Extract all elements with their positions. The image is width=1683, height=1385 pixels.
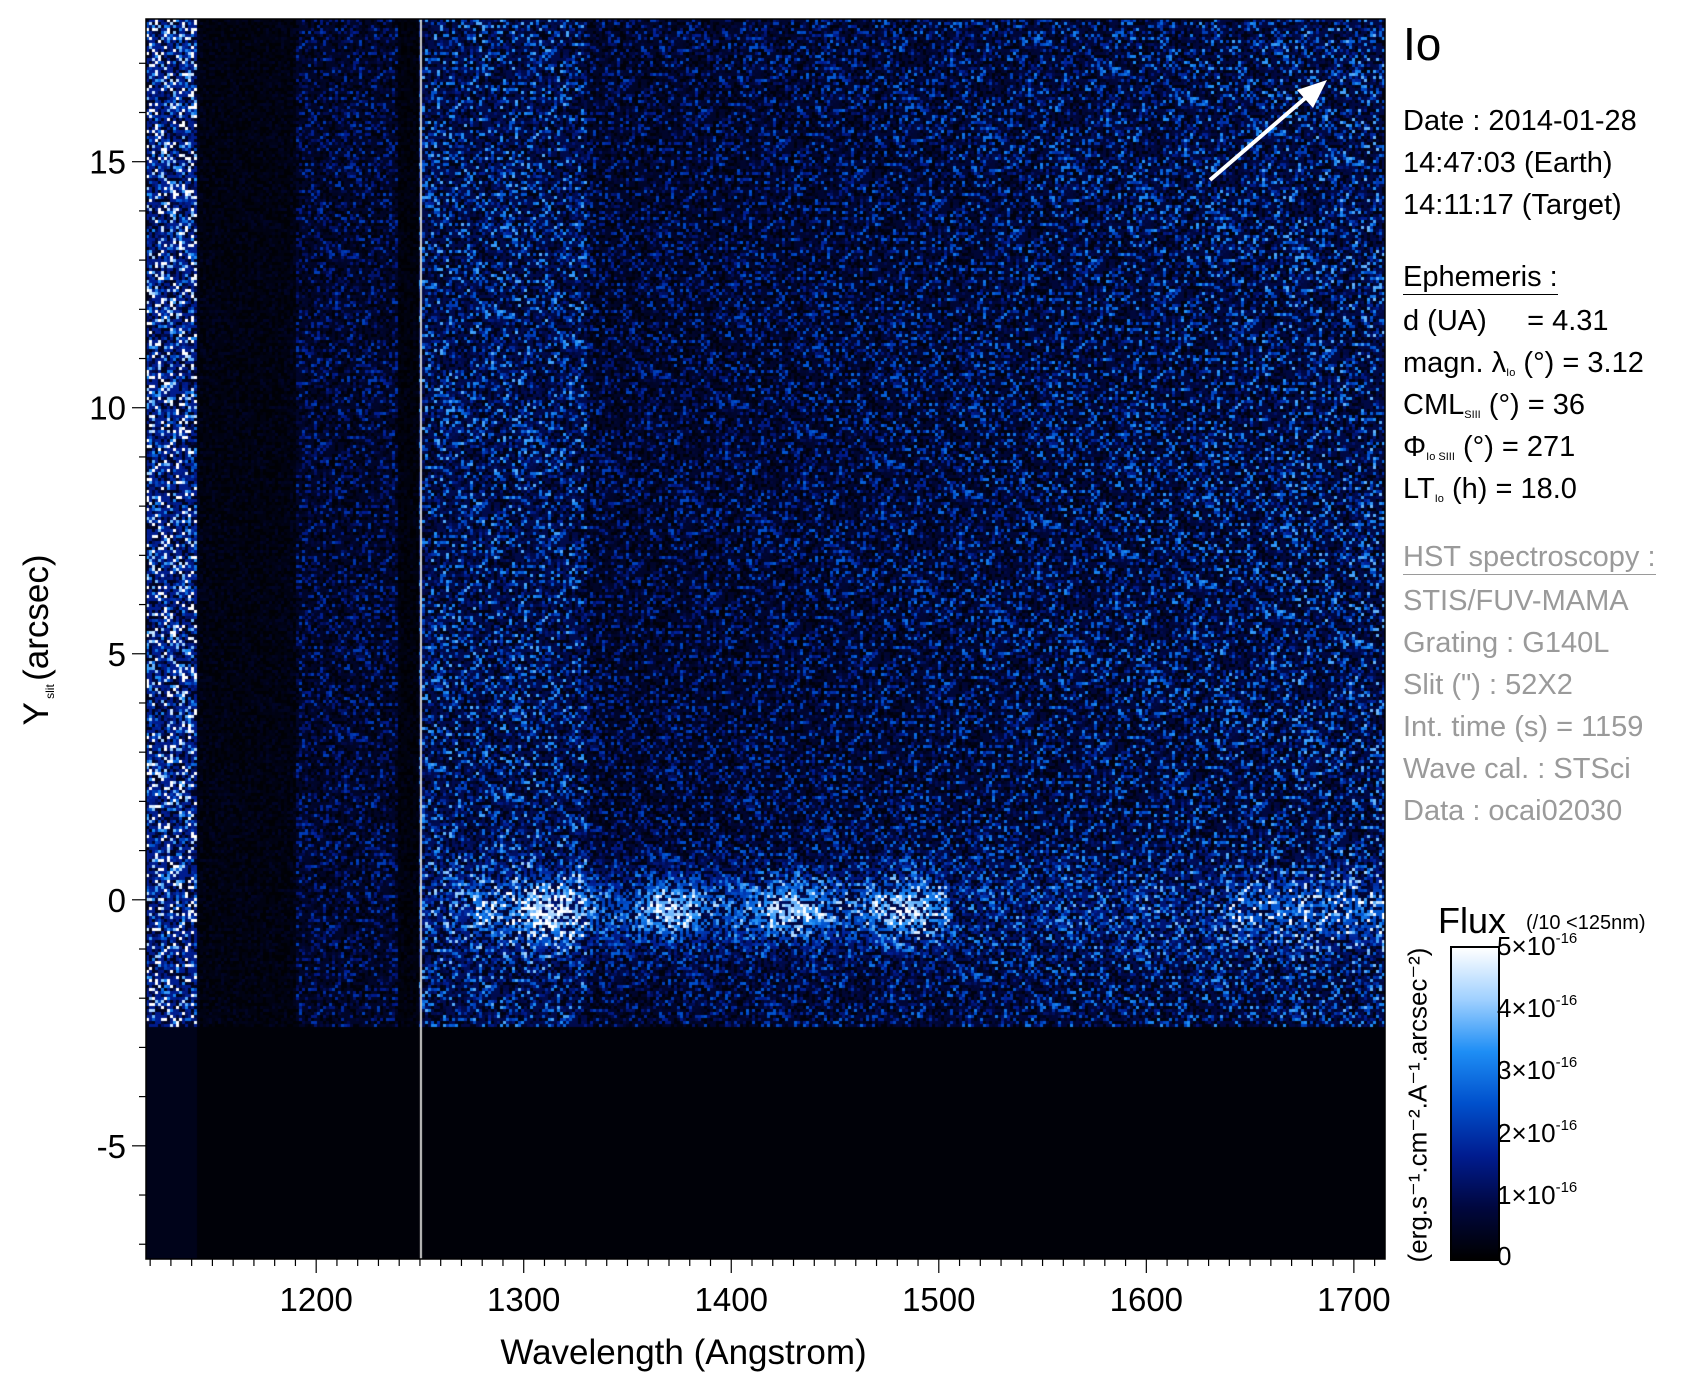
- y-tick-label: 0: [108, 882, 126, 919]
- colorbar-tick-label: 0: [1497, 1241, 1512, 1271]
- colorbar-unit: (erg.s⁻¹.cm⁻².A⁻¹.arcsec⁻²): [1402, 947, 1433, 1263]
- data-id: Data : ocai02030: [1403, 795, 1623, 827]
- ephemeris-magn-lat: magn. λIo (°) = 3.12: [1403, 347, 1644, 379]
- y-tick-label: -5: [97, 1128, 126, 1165]
- colorbar-tick-label: 2×10-16: [1497, 1116, 1578, 1148]
- x-tick-label: 1200: [279, 1281, 352, 1318]
- obs-date: Date : 2014-01-28: [1403, 105, 1637, 137]
- ephemeris-title: Ephemeris :: [1403, 261, 1558, 295]
- x-tick-label: 1300: [487, 1281, 560, 1318]
- hst-title: HST spectroscopy :: [1403, 541, 1656, 575]
- direction-arrow-icon: [1208, 92, 1312, 182]
- instrument: STIS/FUV-MAMA: [1403, 585, 1629, 617]
- arrow-head-icon: [1297, 80, 1327, 108]
- grating: Grating : G140L: [1403, 627, 1610, 659]
- ephemeris-local-time: LTIo (h) = 18.0: [1403, 473, 1577, 505]
- colorbar-title: Flux: [1438, 900, 1507, 941]
- ephemeris-phase: ΦIo SIII (°) = 271: [1403, 431, 1576, 463]
- spectrum-image: [146, 19, 1385, 1259]
- target-time: 14:11:17 (Target): [1403, 189, 1622, 221]
- x-tick-label: 1500: [902, 1281, 975, 1318]
- target-title: Io: [1403, 18, 1442, 70]
- ephemeris-distance: d (UA) = 4.31: [1403, 305, 1609, 337]
- integration-time: Int. time (s) = 1159: [1403, 711, 1644, 743]
- y-tick-label: 10: [89, 390, 126, 427]
- x-tick-label: 1400: [695, 1281, 768, 1318]
- slit: Slit (") : 52X2: [1403, 669, 1573, 701]
- colorbar-tick-label: 3×10-16: [1497, 1054, 1578, 1086]
- x-axis-label: Wavelength (Angstrom): [500, 1333, 866, 1372]
- y-tick-label: 5: [108, 636, 126, 673]
- y-tick-label: 15: [89, 144, 126, 181]
- earth-time: 14:47:03 (Earth): [1403, 147, 1613, 179]
- x-tick-label: 1600: [1110, 1281, 1183, 1318]
- x-tick-label: 1700: [1317, 1281, 1390, 1318]
- ephemeris-cml: CMLSIII (°) = 36: [1403, 389, 1586, 421]
- y-axis-label: Y slit (arcsec): [17, 554, 57, 725]
- colorbar-tick-label: 5×10-16: [1497, 930, 1578, 961]
- colorbar-tick-label: 4×10-16: [1497, 992, 1578, 1024]
- colorbar-note: (/10 <125nm): [1526, 912, 1646, 934]
- colorbar: [1450, 946, 1500, 1261]
- colorbar-tick-label: 1×10-16: [1497, 1178, 1578, 1210]
- wave-calibration: Wave cal. : STSci: [1403, 753, 1631, 785]
- plot-frame: [145, 18, 1386, 1260]
